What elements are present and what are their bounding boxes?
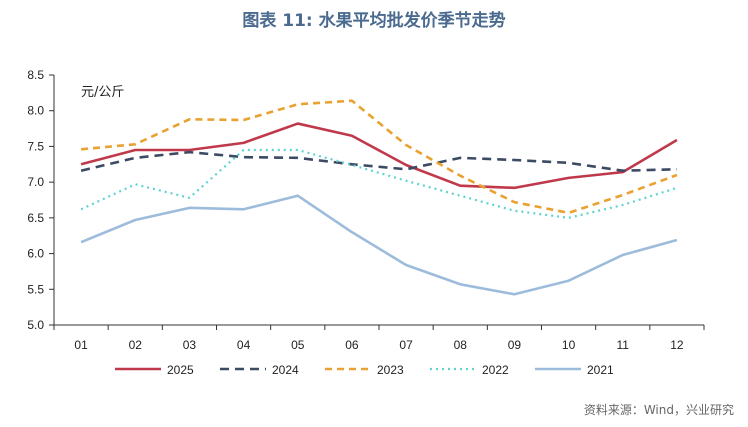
series-line-2025	[80, 122, 678, 190]
x-tick-label: 09	[508, 338, 522, 352]
y-tick-label: 7.5	[27, 139, 44, 153]
x-tick-label: 11	[617, 338, 630, 352]
chart-title: 图表 11: 水果平均批发价季节走势	[242, 11, 506, 31]
legend-label-2022: 2022	[482, 363, 509, 377]
x-tick-label: 05	[291, 338, 305, 352]
legend-label-2024: 2024	[272, 363, 299, 377]
x-tick-label: 01	[74, 338, 88, 352]
y-tick-label: 5.0	[27, 318, 44, 332]
x-tick-label: 10	[562, 338, 576, 352]
x-tick-label: 02	[129, 338, 143, 352]
y-tick-label: 6.5	[27, 211, 44, 225]
x-tick-label: 06	[345, 338, 359, 352]
legend-label-2021: 2021	[587, 363, 614, 377]
x-tick-label: 07	[399, 338, 413, 352]
series-line-2024	[80, 150, 677, 173]
source-note: 资料来源：Wind，兴业研究	[583, 403, 734, 417]
y-tick-label: 5.5	[27, 282, 44, 296]
y-tick-label: 8.0	[27, 104, 44, 118]
y-tick-label: 8.5	[27, 68, 44, 82]
y-tick-label: 7.0	[27, 175, 44, 189]
x-tick-label: 04	[237, 338, 251, 352]
series-line-2023	[80, 99, 678, 215]
x-tick-label: 12	[670, 338, 684, 352]
x-tick-label: 08	[454, 338, 468, 352]
legend-label-2023: 2023	[377, 363, 404, 377]
legend-label-2025: 2025	[167, 363, 194, 377]
unit-label: 元/公斤	[81, 85, 124, 100]
x-tick-label: 03	[183, 338, 197, 352]
series-line-2021	[80, 194, 678, 296]
y-tick-label: 6.0	[27, 247, 44, 261]
